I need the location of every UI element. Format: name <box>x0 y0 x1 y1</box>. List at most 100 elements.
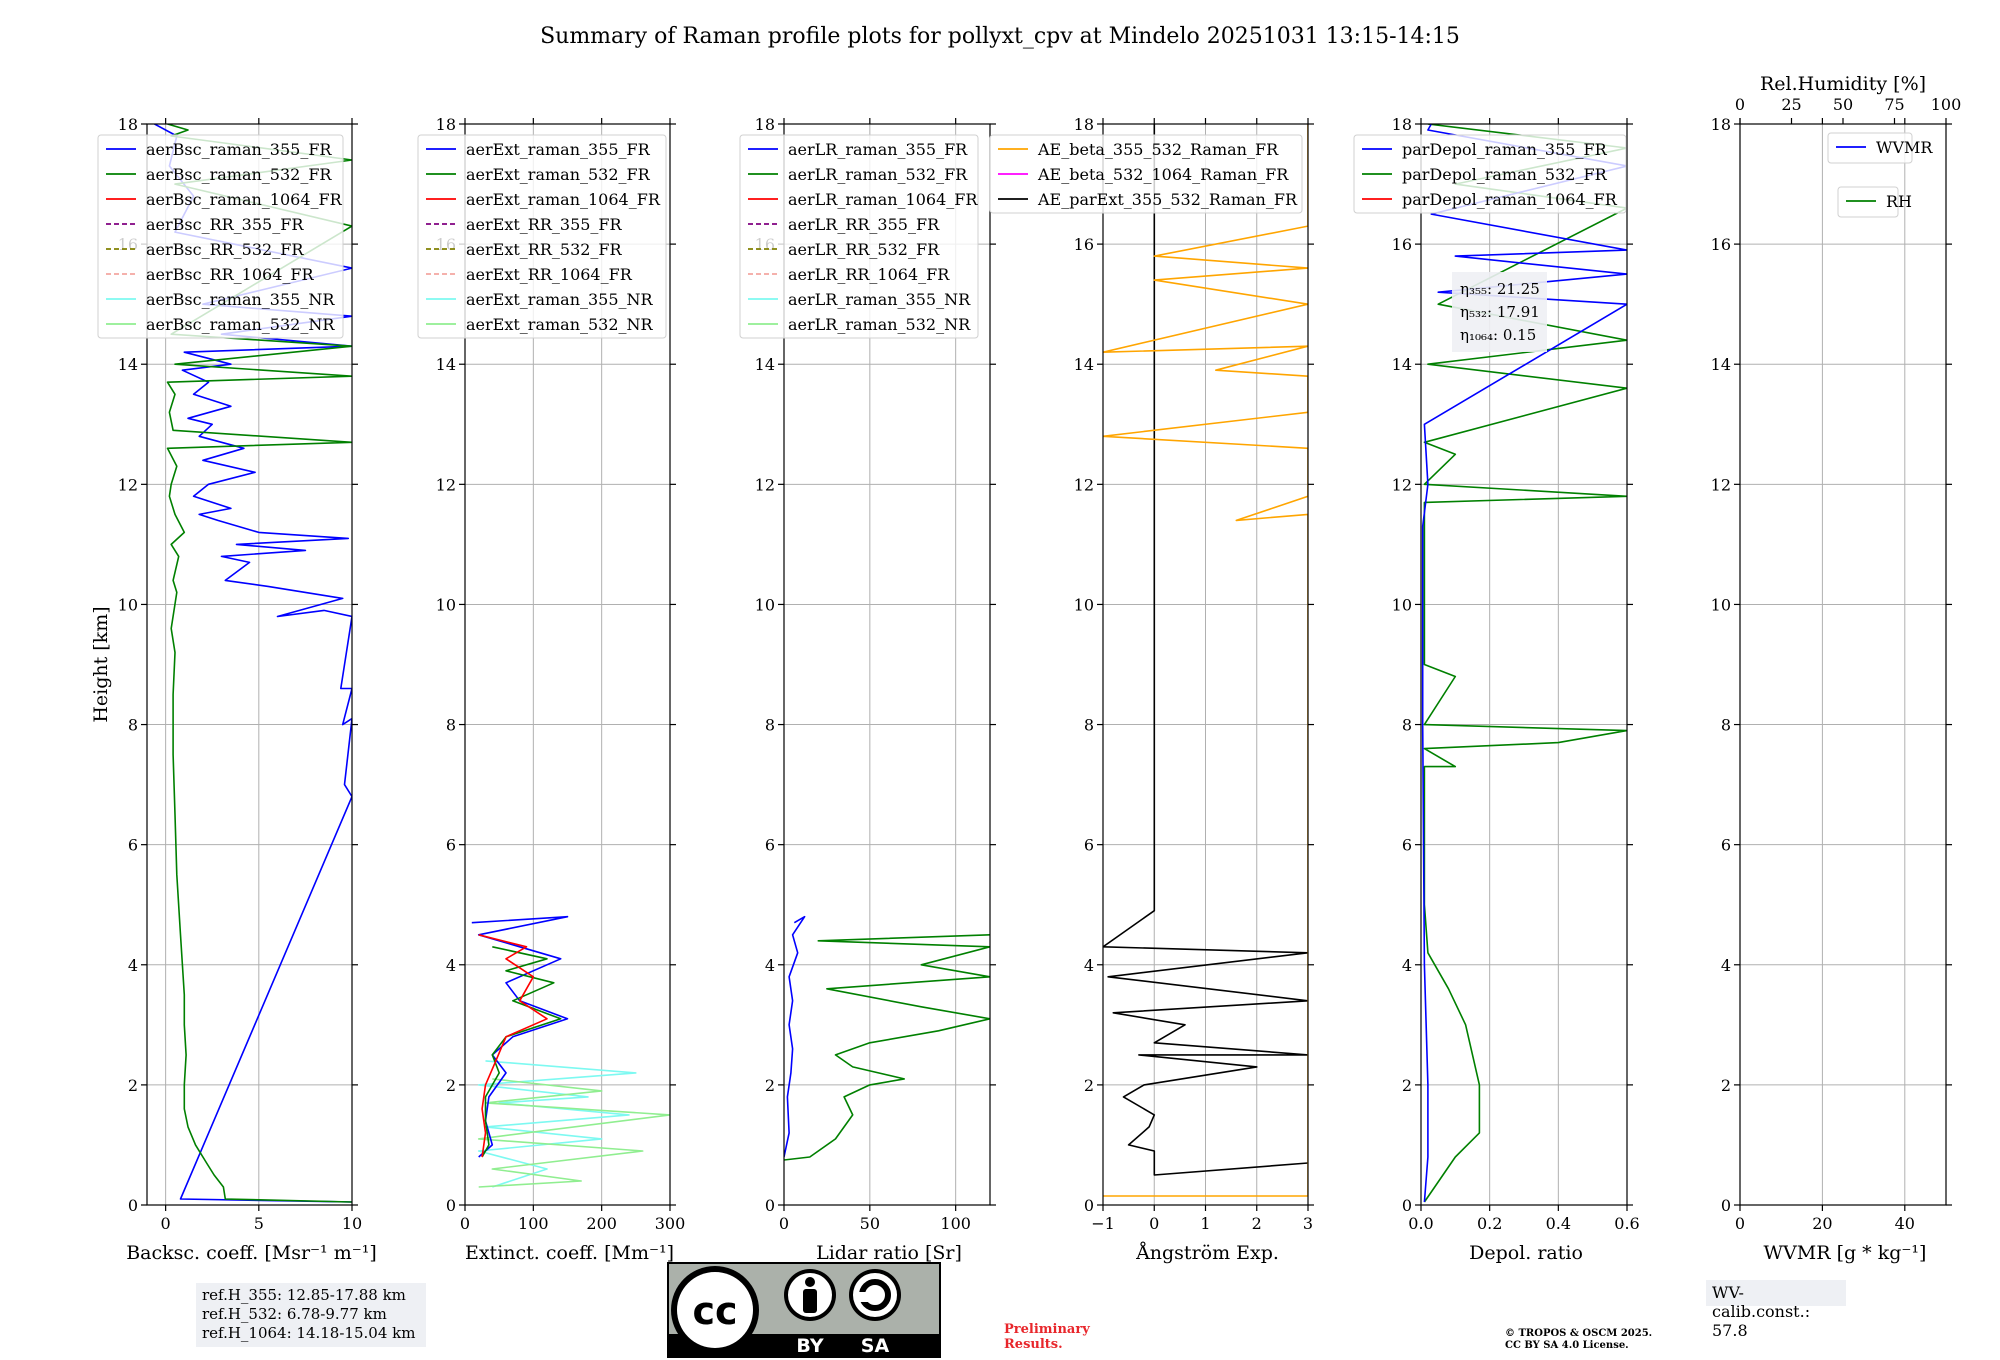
x-tick-label: 0 <box>1735 1214 1745 1233</box>
y-tick-label: 10 <box>1711 595 1731 614</box>
y-tick-label: 12 <box>755 475 775 494</box>
legend-frame <box>739 134 979 339</box>
top-tick-label: 100 <box>1931 95 1962 114</box>
legend-item: aerExt_raman_532_FR <box>466 165 651 184</box>
x-tick-label: 0.2 <box>1477 1214 1502 1233</box>
y-tick-label: 0 <box>446 1196 456 1215</box>
series-aerBsc_raman_532_FR <box>166 124 352 1203</box>
legend-item: aerExt_raman_1064_FR <box>466 190 661 209</box>
axes-frame <box>464 123 671 1206</box>
legend-frame <box>1837 186 1899 218</box>
y-tick-label: 2 <box>1402 1076 1412 1095</box>
y-tick-label: 14 <box>436 355 456 374</box>
legend: RH <box>1837 186 1912 218</box>
y-tick-label: 4 <box>765 956 775 975</box>
legend-frame <box>989 134 1303 214</box>
legend-item: WVMR <box>1876 138 1933 157</box>
legend-item: aerBsc_raman_355_NR <box>146 290 335 309</box>
top-tick-label: 50 <box>1833 95 1853 114</box>
y-tick-label: 0 <box>1402 1196 1412 1215</box>
legend-item: parDepol_raman_355_FR <box>1402 140 1608 159</box>
y-tick-label: 10 <box>436 595 456 614</box>
x-tick-label: 0 <box>1149 1214 1159 1233</box>
legend-item: AE_beta_355_532_Raman_FR <box>1037 140 1279 159</box>
y-tick-label: 18 <box>755 115 775 134</box>
x-axis-label: Ångström Exp. <box>1135 1242 1279 1264</box>
y-tick-label: 16 <box>1711 235 1731 254</box>
x-tick-label: 3 <box>1303 1214 1313 1233</box>
legend-item: aerBsc_RR_355_FR <box>146 215 304 234</box>
y-tick-label: 0 <box>1084 1196 1094 1215</box>
panel-depol: 0 2 4 6 8 10 12 14 16 18 0.0 0.2 0.4 0.6 Depol. ratio p… <box>1353 115 1640 1264</box>
top-tick-label: 0 <box>1735 95 1745 114</box>
x-tick-label: 0.0 <box>1408 1214 1433 1233</box>
series-AE_parExt_355_532_Raman_FR <box>1103 124 1308 1176</box>
copyright-line2: CC BY SA 4.0 License. <box>1505 1340 1629 1351</box>
wv-calib-text: WV-calib.const.: 57.8 <box>1712 1283 1811 1340</box>
legend-item: aerExt_RR_1064_FR <box>466 265 633 284</box>
legend-item: aerExt_RR_355_FR <box>466 215 623 234</box>
ref-h-1064: ref.H_1064: 14.18-15.04 km <box>202 1324 416 1342</box>
legend-item: aerExt_raman_532_NR <box>466 315 654 334</box>
legend-item: aerBsc_RR_532_FR <box>146 240 304 259</box>
legend-item: aerLR_RR_355_FR <box>788 215 940 234</box>
legend-item: aerBsc_RR_1064_FR <box>146 265 315 284</box>
top-tick-label: 25 <box>1781 95 1801 114</box>
x-tick-label: 40 <box>1895 1214 1915 1233</box>
series-AE_beta_355_532_Raman_FR <box>1103 124 1308 1197</box>
y-tick-label: 14 <box>118 355 138 374</box>
y-tick-label: 6 <box>128 836 138 855</box>
series-aerExt_raman_355_NR <box>477 1060 637 1188</box>
legend-item: AE_beta_532_1064_Raman_FR <box>1037 165 1289 184</box>
y-tick-label: 0 <box>128 1196 138 1215</box>
legend-item: aerLR_RR_1064_FR <box>788 265 950 284</box>
legend-item: parDepol_raman_532_FR <box>1402 165 1608 184</box>
panel-bsc: 0246810121416180510Backsc. coeff. [Msr⁻¹… <box>90 115 377 1264</box>
y-tick-label: 18 <box>1711 115 1731 134</box>
y-tick-label: 12 <box>436 475 456 494</box>
y-tick-label: 8 <box>1084 716 1094 735</box>
legend-item: aerLR_RR_532_FR <box>788 240 940 259</box>
x-tick-label: 0 <box>779 1214 789 1233</box>
y-tick-label: 6 <box>1084 836 1094 855</box>
cc-text: cc <box>692 1289 737 1333</box>
axes-frame <box>146 123 353 1206</box>
y-tick-label: 8 <box>1721 716 1731 735</box>
x-tick-label: 1 <box>1200 1214 1210 1233</box>
series-group <box>471 915 670 1188</box>
panels: 0246810121416180510Backsc. coeff. [Msr⁻¹… <box>90 73 1961 1264</box>
y-tick-label: 12 <box>118 475 138 494</box>
y-tick-label: 6 <box>1721 836 1731 855</box>
y-tick-label: 10 <box>118 595 138 614</box>
y-tick-label: 14 <box>755 355 775 374</box>
x-tick-label: 0 <box>460 1214 470 1233</box>
eta-532: η₅₃₂: 17.91 <box>1460 303 1540 321</box>
y-tick-label: 12 <box>1711 475 1731 494</box>
legend-item: aerLR_raman_355_FR <box>788 140 968 159</box>
y-tick-label: 12 <box>1392 475 1412 494</box>
preliminary-line1: Preliminary <box>1004 1322 1090 1337</box>
legend-item: aerBsc_raman_355_FR <box>146 140 332 159</box>
series-aerLR_raman_355_FR <box>784 915 806 1158</box>
y-tick-label: 10 <box>755 595 775 614</box>
cc-circle <box>677 1272 753 1348</box>
legend-item: aerBsc_raman_532_FR <box>146 165 332 184</box>
x-tick-label: 50 <box>860 1214 880 1233</box>
legend-item: aerExt_raman_355_NR <box>466 290 654 309</box>
top-axis-label: Rel.Humidity [%] <box>1760 73 1926 95</box>
legend: parDepol_raman_355_FR parDepol_raman_532_… <box>1353 134 1627 214</box>
legend-item: aerBsc_raman_1064_FR <box>146 190 343 209</box>
copyright-note: © TROPOS & OSCM 2025. CC BY SA 4.0 Licen… <box>1505 1328 1652 1352</box>
preliminary-note: Preliminary Results. <box>1004 1322 1090 1352</box>
y-axis-label: Height [km] <box>90 606 112 722</box>
legend: aerExt_raman_355_FR aerExt_raman_532_FRae… <box>417 134 667 339</box>
y-tick-label: 18 <box>1392 115 1412 134</box>
legend-item: aerLR_raman_532_NR <box>788 315 971 334</box>
series-parDepol_raman_532_FR <box>1423 124 1627 1203</box>
y-tick-label: 12 <box>1074 475 1094 494</box>
figure-title: Summary of Raman profile plots for polly… <box>540 24 1460 49</box>
y-tick-label: 18 <box>118 115 138 134</box>
legend-item: aerExt_RR_532_FR <box>466 240 623 259</box>
legend-item: aerLR_raman_1064_FR <box>788 190 978 209</box>
